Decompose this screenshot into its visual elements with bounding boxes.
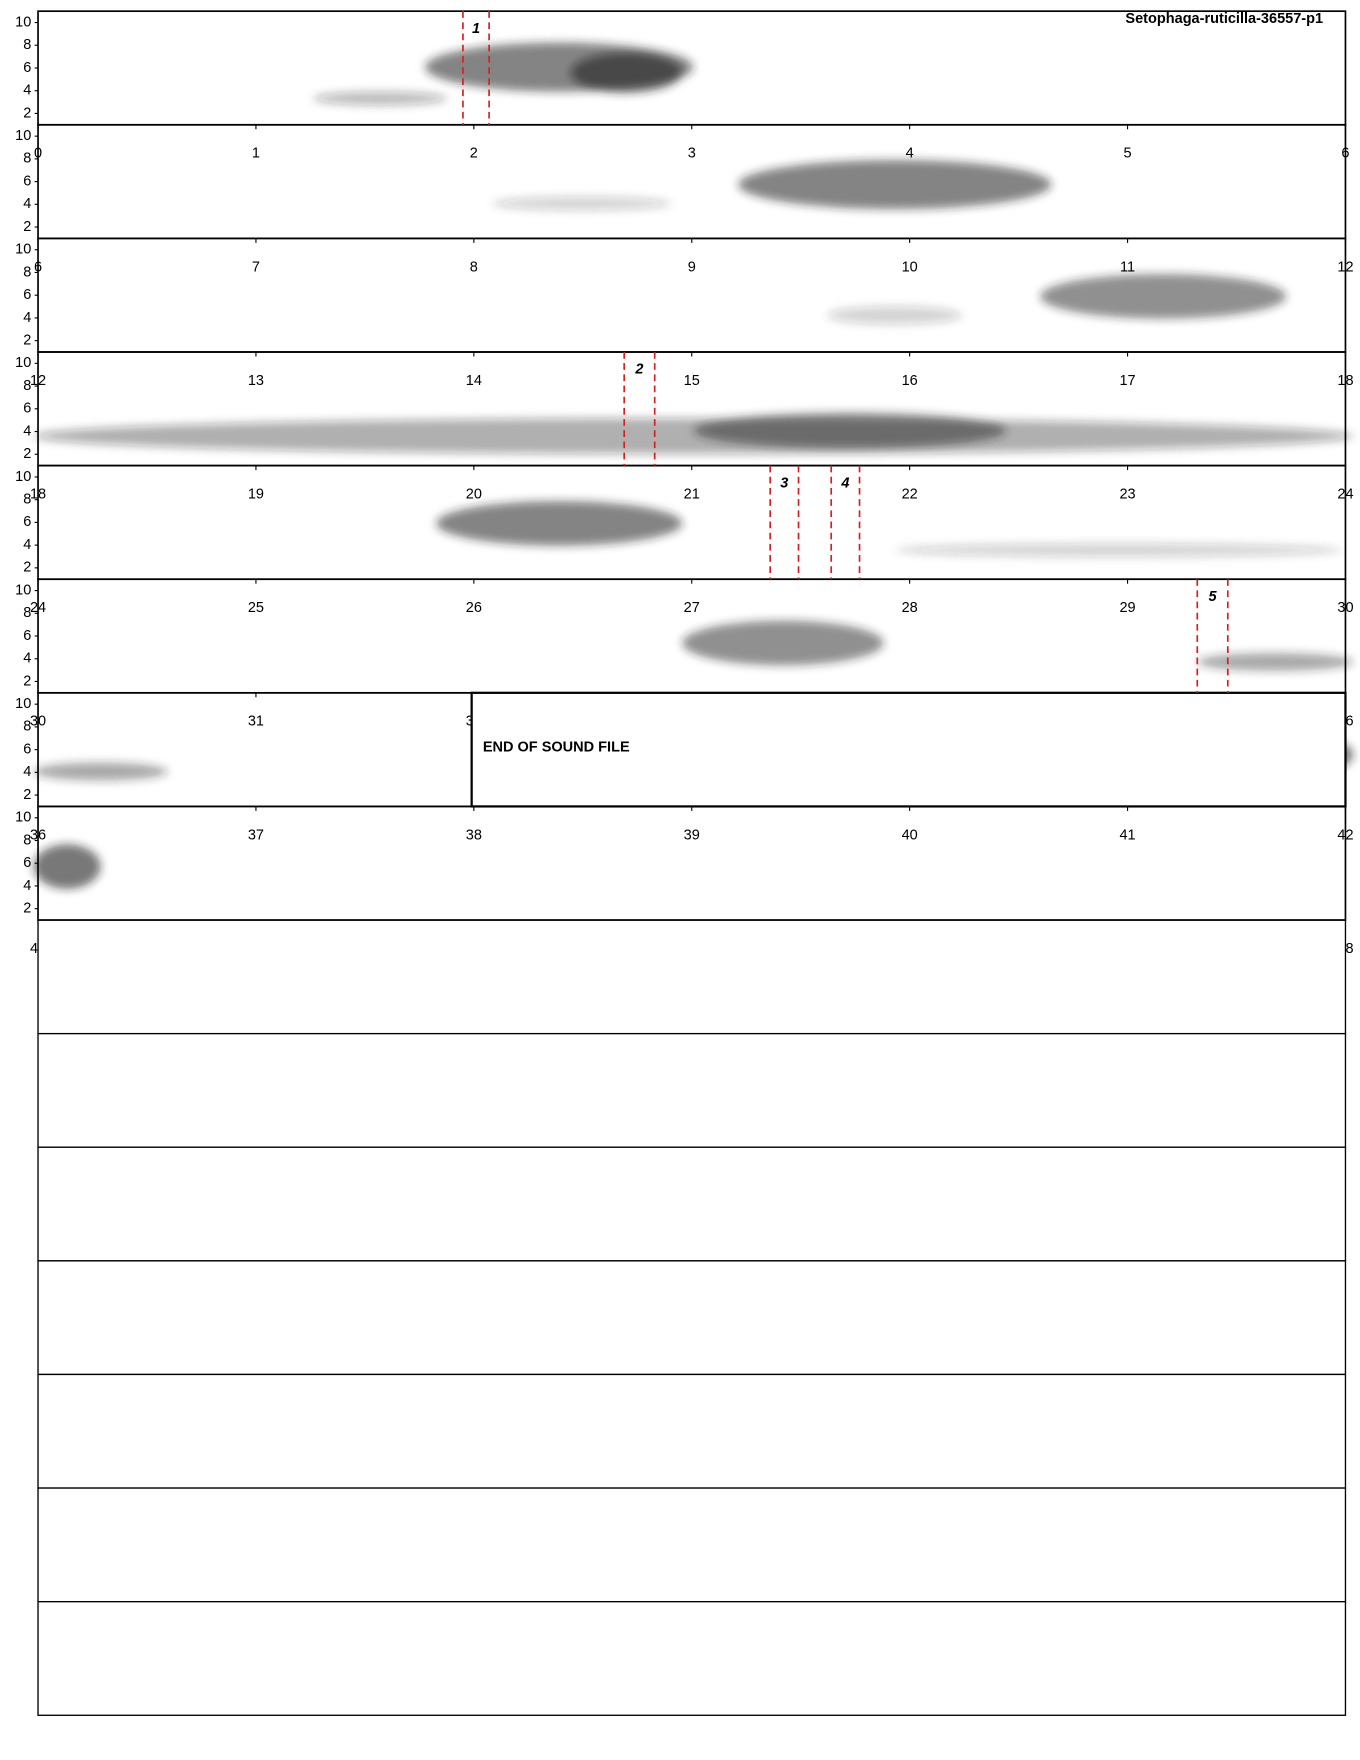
x-tick-label: 38	[466, 827, 482, 843]
y-tick-label: 2	[23, 901, 31, 917]
y-tick-label: 4	[23, 423, 31, 439]
y-tick-label: 6	[23, 287, 31, 303]
panel-frame	[37, 123, 1347, 240]
y-tick-label: 6	[23, 173, 31, 189]
x-tick-label: 25	[248, 600, 264, 616]
annotation-label: 3	[780, 475, 788, 491]
empty-panel	[37, 1146, 1347, 1262]
annotation-label: 4	[840, 475, 849, 491]
x-tick-label: 15	[684, 373, 700, 389]
x-tick-label: 11	[1120, 259, 1135, 275]
empty-panel	[37, 1032, 1347, 1148]
x-tick-label: 2	[470, 146, 478, 162]
y-tick-label: 10	[15, 696, 31, 712]
y-tick-label: 8	[23, 492, 31, 508]
x-tick-label: 14	[466, 373, 482, 389]
y-tick-label: 6	[23, 401, 31, 417]
y-tick-label: 8	[23, 37, 31, 53]
x-tick-label: 22	[902, 487, 918, 503]
y-tick-label: 6	[23, 628, 31, 644]
y-tick-label: 4	[23, 878, 31, 894]
x-tick-label: 16	[902, 373, 918, 389]
y-tick-label: 6	[23, 60, 31, 76]
x-tick-label: 29	[1119, 600, 1135, 616]
empty-panel	[37, 1373, 1347, 1489]
y-tick-label: 8	[23, 264, 31, 280]
end-of-file-box	[470, 691, 1347, 808]
y-tick-label: 8	[23, 605, 31, 621]
x-tick-label: 31	[248, 714, 264, 730]
y-tick-label: 8	[23, 378, 31, 394]
x-tick-label: 41	[1119, 827, 1135, 843]
x-tick-label: 27	[684, 600, 700, 616]
empty-panel	[37, 1600, 1347, 1716]
y-tick-label: 4	[23, 537, 31, 553]
empty-panel	[37, 1260, 1347, 1376]
x-tick-label: 19	[248, 487, 264, 503]
y-tick-label: 8	[23, 719, 31, 735]
y-tick-label: 4	[23, 651, 31, 667]
x-tick-label: 37	[248, 827, 264, 843]
x-tick-label: 40	[902, 827, 918, 843]
y-tick-label: 10	[15, 582, 31, 598]
y-tick-label: 8	[23, 151, 31, 167]
y-tick-label: 6	[23, 741, 31, 757]
x-tick-label: 4	[906, 146, 914, 162]
y-tick-label: 2	[23, 332, 31, 348]
y-tick-label: 10	[15, 128, 31, 144]
annotation-label: 1	[472, 21, 480, 37]
y-tick-label: 8	[23, 832, 31, 848]
x-tick-label: 3	[688, 146, 696, 162]
x-tick-label: 10	[902, 259, 918, 275]
end-of-file-label: END OF SOUND FILE	[483, 739, 630, 755]
x-tick-label: 20	[466, 487, 482, 503]
y-tick-label: 2	[23, 560, 31, 576]
x-tick-label: 7	[252, 259, 260, 275]
y-tick-label: 2	[23, 105, 31, 121]
annotation-label: 5	[1208, 589, 1217, 605]
y-tick-label: 4	[23, 764, 31, 780]
y-tick-label: 10	[15, 355, 31, 371]
x-tick-label: 26	[466, 600, 482, 616]
annotation-label: 2	[634, 362, 643, 378]
y-tick-label: 4	[23, 83, 31, 99]
x-tick-label: 21	[684, 487, 700, 503]
y-tick-label: 2	[23, 219, 31, 235]
x-tick-label: 13	[248, 373, 264, 389]
y-tick-label: 10	[15, 242, 31, 258]
x-tick-label: 28	[902, 600, 918, 616]
x-tick-label: 17	[1119, 373, 1135, 389]
file-title: Setophaga-ruticilla-36557-p1	[1125, 11, 1323, 27]
x-tick-label: 8	[470, 259, 478, 275]
y-tick-label: 4	[23, 310, 31, 326]
y-tick-label: 6	[23, 514, 31, 530]
x-tick-label: 23	[1119, 487, 1135, 503]
empty-panel	[37, 1487, 1347, 1603]
empty-panel	[37, 919, 1347, 1035]
panel-frame	[37, 464, 1347, 581]
x-tick-label: 9	[688, 259, 696, 275]
y-tick-label: 10	[15, 810, 31, 826]
y-tick-label: 10	[15, 14, 31, 30]
x-tick-label: 1	[252, 146, 260, 162]
panel-frame	[37, 805, 1347, 921]
x-tick-label: 5	[1124, 146, 1132, 162]
x-tick-label: 39	[684, 827, 700, 843]
y-tick-label: 2	[23, 787, 31, 803]
y-tick-label: 4	[23, 196, 31, 212]
y-tick-label: 10	[15, 469, 31, 485]
y-tick-label: 6	[23, 855, 31, 871]
y-tick-label: 2	[23, 446, 31, 462]
y-tick-label: 2	[23, 673, 31, 689]
